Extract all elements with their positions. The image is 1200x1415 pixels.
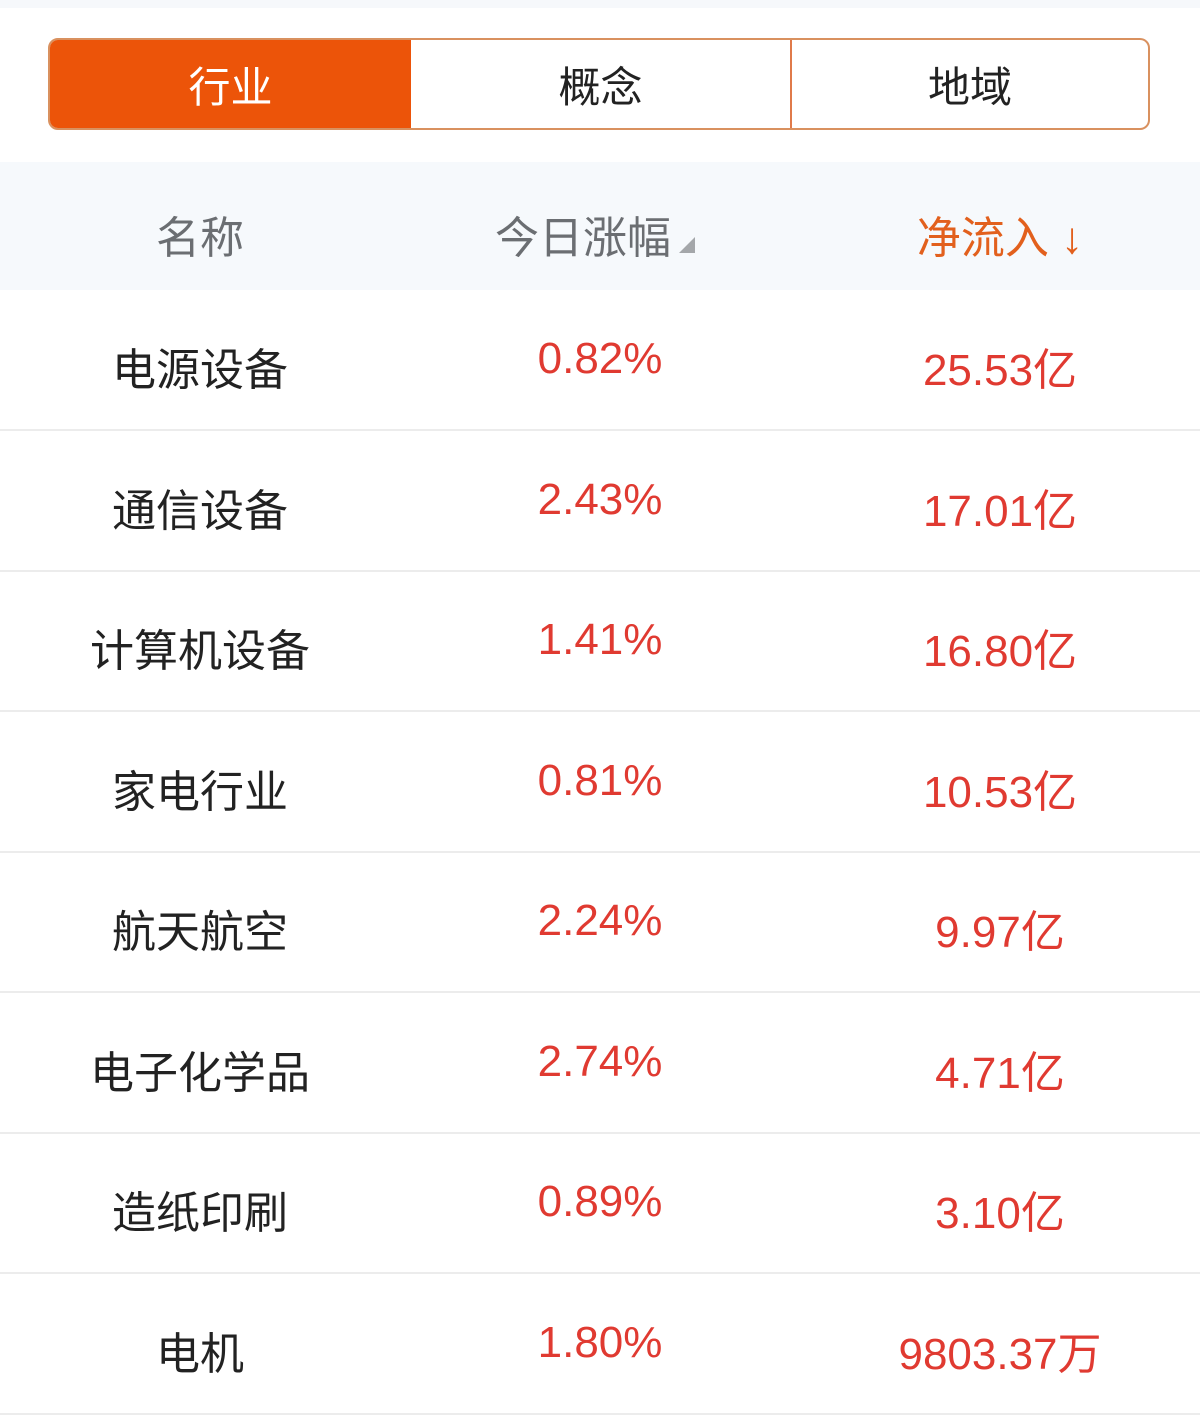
sector-name: 电子化学品 bbox=[90, 1048, 310, 1098]
category-tabs: 行业 概念 地域 bbox=[48, 38, 1150, 130]
change-percent: 1.41% bbox=[537, 615, 663, 664]
net-inflow: 10.53亿 bbox=[922, 767, 1078, 817]
table-row[interactable]: 电源设备 0.82% 25.53亿 bbox=[0, 290, 1200, 431]
change-percent: 1.80% bbox=[537, 1317, 663, 1367]
table-row[interactable]: 家电行业 0.81% 10.53亿 bbox=[0, 712, 1200, 853]
sector-name: 航天航空 bbox=[112, 908, 288, 957]
sector-name: 电源设备 bbox=[112, 346, 288, 395]
net-inflow: 17.01亿 bbox=[922, 486, 1078, 536]
column-header-change[interactable]: 今日涨幅 bbox=[495, 202, 695, 266]
tab-industry[interactable]: 行业 bbox=[50, 40, 411, 128]
sector-name: 造纸印刷 bbox=[112, 1189, 288, 1238]
change-percent: 2.24% bbox=[537, 896, 663, 945]
table-row[interactable]: 通信设备 2.43% 17.01亿 bbox=[0, 431, 1200, 572]
top-strip bbox=[0, 0, 1200, 8]
net-inflow: 16.80亿 bbox=[922, 627, 1078, 676]
tab-concept[interactable]: 概念 bbox=[411, 40, 792, 128]
table-row[interactable]: 计算机设备 1.41% 16.80亿 bbox=[0, 571, 1200, 712]
change-percent: 2.43% bbox=[537, 474, 663, 524]
sector-name: 计算机设备 bbox=[90, 627, 310, 676]
table-row[interactable]: 电机 1.80% 9803.37万 bbox=[0, 1274, 1200, 1415]
table-row[interactable]: 电子化学品 2.74% 4.71亿 bbox=[0, 993, 1200, 1134]
net-inflow: 9.97亿 bbox=[935, 908, 1065, 957]
net-inflow: 3.10亿 bbox=[935, 1189, 1065, 1238]
change-percent: 0.89% bbox=[537, 1177, 663, 1226]
table-row[interactable]: 航天航空 2.24% 9.97亿 bbox=[0, 852, 1200, 993]
sector-name: 电机 bbox=[156, 1329, 244, 1379]
tab-region[interactable]: 地域 bbox=[927, 63, 1012, 111]
change-percent: 0.81% bbox=[537, 755, 663, 805]
net-inflow: 25.53亿 bbox=[922, 346, 1078, 395]
sector-name: 家电行业 bbox=[112, 767, 288, 817]
change-percent: 0.82% bbox=[537, 334, 663, 383]
change-percent: 2.74% bbox=[537, 1036, 663, 1086]
table-header: 名称 今日涨幅 净流入 ↓ bbox=[0, 162, 1200, 290]
column-header-change-label: 今日涨幅 bbox=[495, 214, 671, 263]
column-header-name: 名称 bbox=[156, 214, 244, 263]
table-row[interactable]: 造纸印刷 0.89% 3.10亿 bbox=[0, 1133, 1200, 1274]
net-inflow: 4.71亿 bbox=[935, 1048, 1065, 1098]
sort-triangle-icon bbox=[679, 237, 695, 253]
net-inflow: 9803.37万 bbox=[898, 1329, 1102, 1379]
column-header-net-inflow[interactable]: 净流入 ↓ bbox=[916, 214, 1084, 263]
sector-name: 通信设备 bbox=[112, 486, 288, 536]
